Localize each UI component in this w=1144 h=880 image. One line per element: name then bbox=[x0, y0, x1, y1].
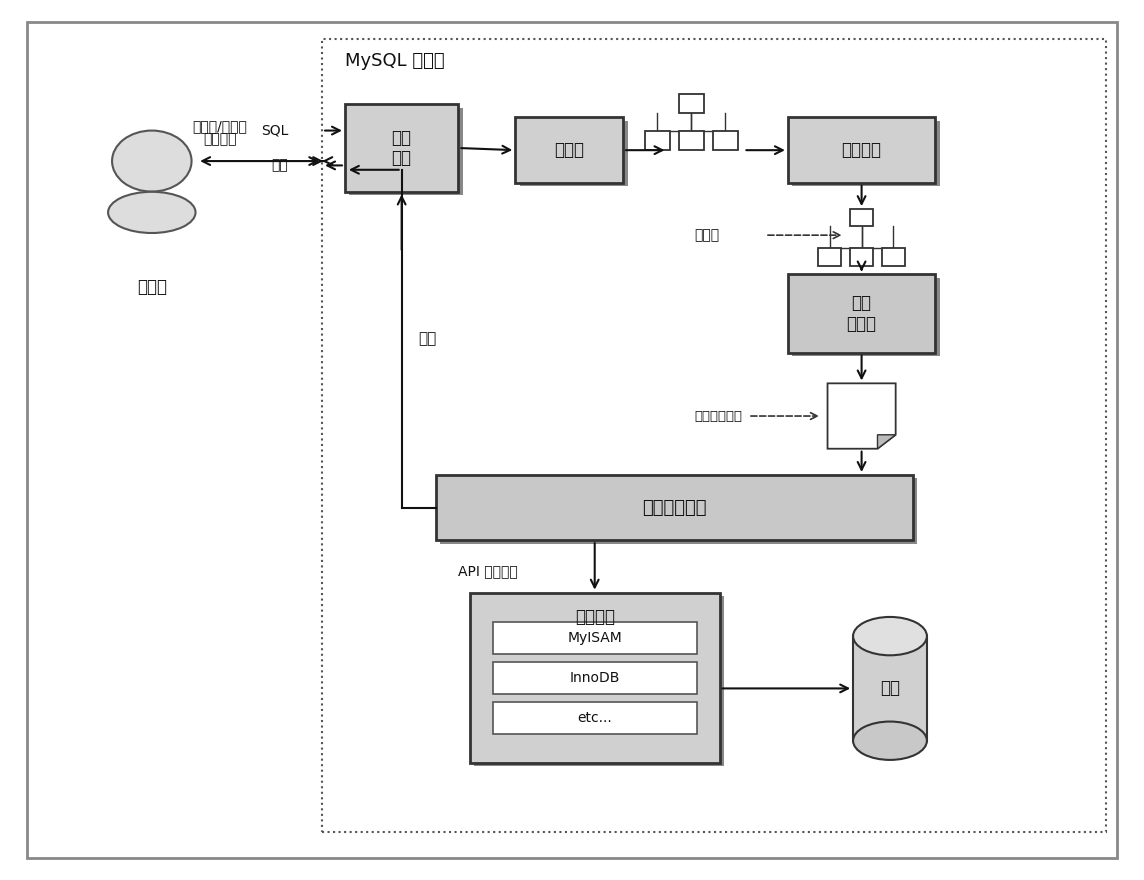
Text: 查询执行计划: 查询执行计划 bbox=[694, 409, 742, 422]
Text: 查询执行引擎: 查询执行引擎 bbox=[642, 499, 707, 517]
Bar bbox=[344, 105, 459, 192]
Ellipse shape bbox=[853, 617, 927, 656]
Text: 查询
缓存: 查询 缓存 bbox=[391, 128, 412, 167]
Bar bbox=[713, 130, 738, 150]
Bar bbox=[678, 130, 704, 150]
Bar bbox=[788, 275, 936, 353]
Text: 解析树: 解析树 bbox=[694, 228, 720, 242]
Circle shape bbox=[112, 130, 191, 192]
Bar bbox=[788, 118, 936, 183]
Text: 存储引擎: 存储引擎 bbox=[574, 608, 614, 626]
Bar bbox=[793, 278, 940, 356]
Bar bbox=[349, 108, 463, 195]
Text: InnoDB: InnoDB bbox=[570, 671, 620, 685]
Bar bbox=[436, 475, 913, 540]
Ellipse shape bbox=[853, 722, 927, 760]
Text: 结果: 结果 bbox=[271, 158, 288, 172]
Text: 预处理器: 预处理器 bbox=[842, 141, 882, 159]
Text: 数据: 数据 bbox=[880, 679, 900, 698]
Bar bbox=[323, 39, 1106, 832]
Text: etc...: etc... bbox=[578, 711, 612, 725]
Bar bbox=[882, 248, 905, 266]
Bar bbox=[475, 596, 724, 766]
Bar bbox=[515, 118, 623, 183]
Bar bbox=[793, 121, 940, 187]
Bar bbox=[853, 636, 927, 741]
Text: MyISAM: MyISAM bbox=[567, 631, 622, 645]
Text: 客户端/服务器: 客户端/服务器 bbox=[192, 119, 247, 133]
Bar bbox=[645, 130, 669, 150]
Text: SQL: SQL bbox=[261, 123, 288, 137]
Polygon shape bbox=[827, 384, 896, 449]
Ellipse shape bbox=[108, 192, 196, 233]
Bar bbox=[470, 592, 720, 762]
Polygon shape bbox=[877, 435, 896, 449]
Bar bbox=[850, 209, 873, 226]
Bar bbox=[440, 479, 917, 544]
Bar bbox=[493, 702, 697, 734]
Bar bbox=[818, 248, 841, 266]
Text: 解析器: 解析器 bbox=[554, 141, 585, 159]
Bar bbox=[519, 121, 628, 187]
Bar bbox=[493, 622, 697, 654]
Text: 通信协议: 通信协议 bbox=[204, 132, 237, 146]
Text: API 接口调用: API 接口调用 bbox=[459, 564, 518, 578]
Bar bbox=[493, 663, 697, 693]
Bar bbox=[850, 248, 873, 266]
Bar bbox=[678, 94, 704, 114]
Text: 结果: 结果 bbox=[419, 331, 437, 346]
Text: 客户端: 客户端 bbox=[137, 278, 167, 297]
Text: 查询
优化器: 查询 优化器 bbox=[847, 294, 876, 333]
Text: MySQL 服务器: MySQL 服务器 bbox=[344, 52, 445, 70]
